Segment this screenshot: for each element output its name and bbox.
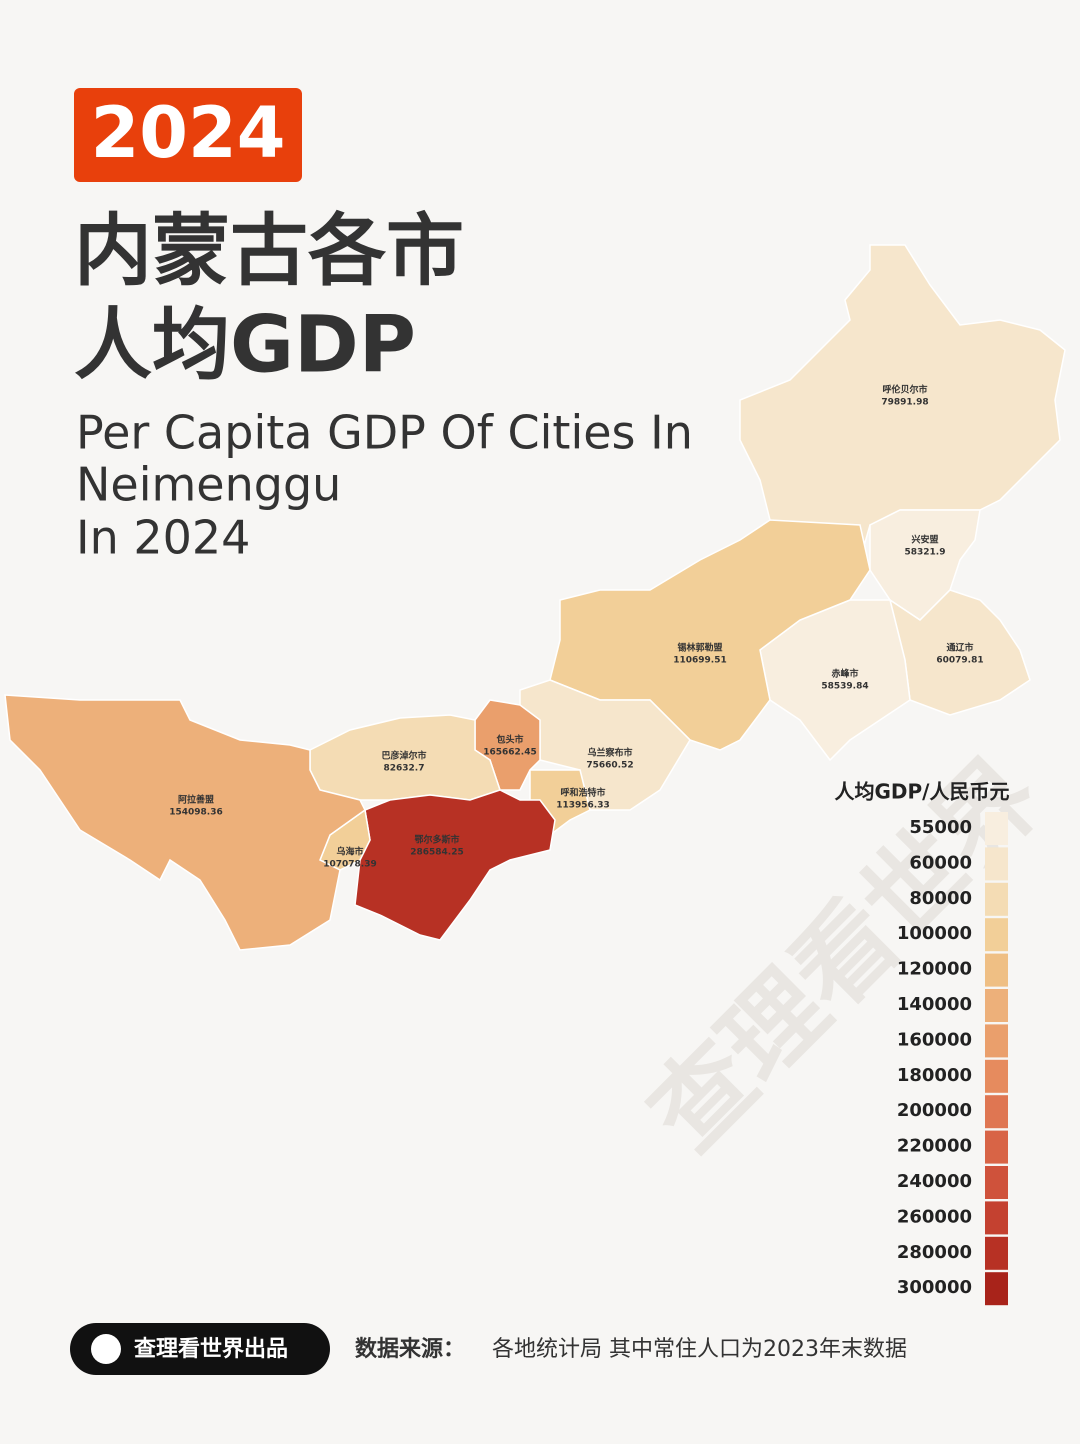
legend-label: 120000 bbox=[897, 959, 972, 980]
legend-label: 300000 bbox=[897, 1277, 972, 1298]
region-name: 乌兰察布市 bbox=[587, 747, 632, 759]
region-value: 75660.52 bbox=[586, 761, 633, 771]
legend-swatch bbox=[985, 1272, 1008, 1306]
legend-swatch bbox=[985, 989, 1008, 1022]
legend-label: 280000 bbox=[897, 1242, 972, 1263]
region-name: 鄂尔多斯市 bbox=[414, 834, 459, 846]
region-name: 通辽市 bbox=[946, 642, 973, 654]
badge-bg bbox=[74, 88, 302, 182]
brand: 查理看世界出品 bbox=[134, 1337, 288, 1362]
region-value: 113956.33 bbox=[556, 801, 610, 811]
legend-label: 160000 bbox=[897, 1029, 972, 1050]
legend-title: 人均GDP/人民币元 bbox=[835, 780, 1010, 804]
region-value: 286584.25 bbox=[410, 848, 464, 858]
legend-swatch bbox=[985, 1236, 1008, 1270]
legend-swatch bbox=[985, 1024, 1008, 1058]
region-value: 154098.36 bbox=[169, 808, 223, 818]
region-value: 110699.51 bbox=[673, 656, 727, 666]
region bbox=[4, 694, 366, 951]
subtitle: Neimenggu bbox=[76, 458, 341, 512]
legend-swatch bbox=[985, 1059, 1008, 1093]
region-value: 58539.84 bbox=[821, 682, 868, 692]
legend-label: 55000 bbox=[909, 817, 972, 838]
legend-label: 80000 bbox=[909, 888, 972, 909]
badge: 2024 bbox=[91, 92, 286, 174]
subtitle: In 2024 bbox=[76, 511, 250, 565]
legend-label: 100000 bbox=[897, 923, 972, 944]
legend-label: 240000 bbox=[897, 1171, 972, 1192]
brand-pill bbox=[70, 1323, 330, 1375]
legend-swatch bbox=[985, 1095, 1008, 1129]
region-name: 赤峰市 bbox=[831, 668, 858, 680]
region-value: 79891.98 bbox=[881, 398, 928, 408]
legend-swatch bbox=[985, 953, 1008, 987]
legend-label: 180000 bbox=[897, 1065, 972, 1086]
region bbox=[354, 789, 556, 941]
source-label: 数据来源： bbox=[355, 1336, 465, 1362]
title: 人均GDP bbox=[74, 300, 416, 390]
region-value: 165662.45 bbox=[483, 748, 537, 758]
legend-swatch bbox=[985, 882, 1008, 916]
region-value: 60079.81 bbox=[936, 656, 983, 666]
region-value: 58321.9 bbox=[905, 548, 946, 558]
legend-label: 200000 bbox=[897, 1100, 972, 1121]
region-name: 呼和浩特市 bbox=[560, 787, 605, 799]
region-name: 呼伦贝尔市 bbox=[882, 384, 927, 396]
title: 内蒙古各市 bbox=[74, 206, 464, 296]
region-value: 82632.7 bbox=[384, 764, 425, 774]
map: 呼伦贝尔市 79891.98 兴安盟 58321.9 通辽市 60079.81 赤峰市 585… bbox=[4, 244, 1066, 951]
legend-label: 220000 bbox=[897, 1136, 972, 1157]
region-name: 乌海市 bbox=[336, 846, 363, 858]
legend-label: 60000 bbox=[909, 852, 972, 873]
region-name: 包头市 bbox=[495, 734, 523, 746]
region-name: 锡林郭勒盟 bbox=[677, 642, 722, 654]
region bbox=[869, 509, 981, 621]
legend-swatch bbox=[985, 812, 1008, 845]
legend-swatch bbox=[985, 918, 1008, 952]
subtitle: Per Capita GDP Of Cities In bbox=[76, 406, 693, 460]
legend-swatch bbox=[985, 1201, 1008, 1235]
legend-swatch bbox=[985, 1166, 1008, 1199]
legend-swatch bbox=[985, 847, 1008, 881]
region-value: 107078.39 bbox=[323, 860, 377, 870]
region-name: 阿拉善盟 bbox=[178, 794, 214, 806]
region-name: 兴安盟 bbox=[911, 534, 938, 546]
legend-label: 140000 bbox=[897, 994, 972, 1015]
legend: 55000 60000 80000 100000 120000 140000 160000 1… bbox=[897, 812, 1008, 1306]
brand-logo bbox=[91, 1334, 121, 1364]
legend-label: 260000 bbox=[897, 1206, 972, 1227]
source-text: 各地统计局 其中常住人口为2023年末数据 bbox=[492, 1337, 907, 1362]
region-name: 巴彦淖尔市 bbox=[381, 750, 426, 762]
legend-swatch bbox=[985, 1130, 1008, 1164]
